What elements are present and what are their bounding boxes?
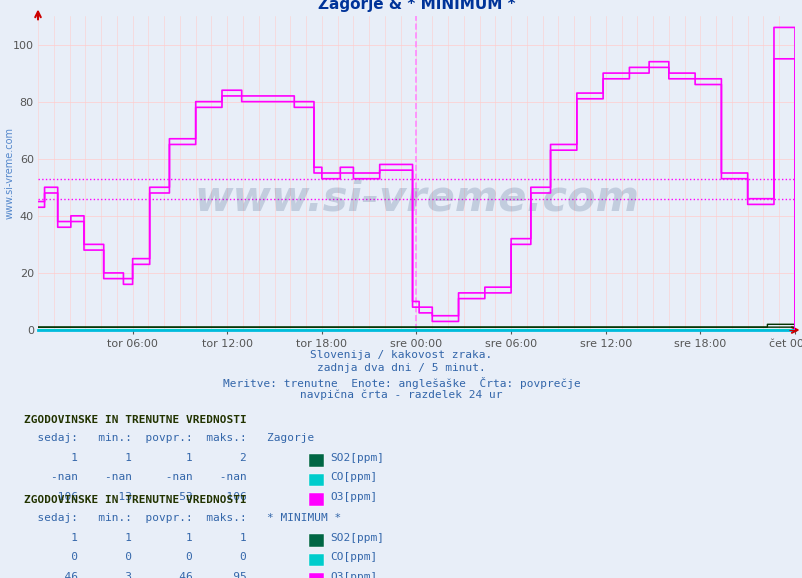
Text: CO[ppm]: CO[ppm] xyxy=(330,553,377,562)
Text: ZGODOVINSKE IN TRENUTNE VREDNOSTI: ZGODOVINSKE IN TRENUTNE VREDNOSTI xyxy=(24,495,246,505)
Text: 1       1        1       2: 1 1 1 2 xyxy=(24,453,246,463)
Text: 1       1        1       1: 1 1 1 1 xyxy=(24,533,246,543)
Text: zadnja dva dni / 5 minut.: zadnja dva dni / 5 minut. xyxy=(317,363,485,373)
Title: Zagorje & * MINIMUM *: Zagorje & * MINIMUM * xyxy=(318,0,515,12)
Text: CO[ppm]: CO[ppm] xyxy=(330,472,377,483)
Text: O3[ppm]: O3[ppm] xyxy=(330,572,377,578)
Text: 0       0        0       0: 0 0 0 0 xyxy=(24,553,246,562)
Text: SO2[ppm]: SO2[ppm] xyxy=(330,453,383,463)
Text: Slovenija / kakovost zraka.: Slovenija / kakovost zraka. xyxy=(310,350,492,360)
Text: navpična črta - razdelek 24 ur: navpična črta - razdelek 24 ur xyxy=(300,390,502,401)
Text: 106      13       53     106: 106 13 53 106 xyxy=(24,492,246,502)
Text: SO2[ppm]: SO2[ppm] xyxy=(330,533,383,543)
Text: Meritve: trenutne  Enote: anglešaške  Črta: povprečje: Meritve: trenutne Enote: anglešaške Črta… xyxy=(222,377,580,389)
Text: -nan    -nan     -nan    -nan: -nan -nan -nan -nan xyxy=(24,472,246,483)
Text: 46       3       46      95: 46 3 46 95 xyxy=(24,572,246,578)
Text: www.si-vreme.com: www.si-vreme.com xyxy=(194,177,638,219)
Text: www.si-vreme.com: www.si-vreme.com xyxy=(5,127,14,219)
Text: O3[ppm]: O3[ppm] xyxy=(330,492,377,502)
Text: sedaj:   min.:  povpr.:  maks.:   * MINIMUM *: sedaj: min.: povpr.: maks.: * MINIMUM * xyxy=(24,513,341,523)
Text: sedaj:   min.:  povpr.:  maks.:   Zagorje: sedaj: min.: povpr.: maks.: Zagorje xyxy=(24,433,314,443)
Text: ZGODOVINSKE IN TRENUTNE VREDNOSTI: ZGODOVINSKE IN TRENUTNE VREDNOSTI xyxy=(24,415,246,425)
